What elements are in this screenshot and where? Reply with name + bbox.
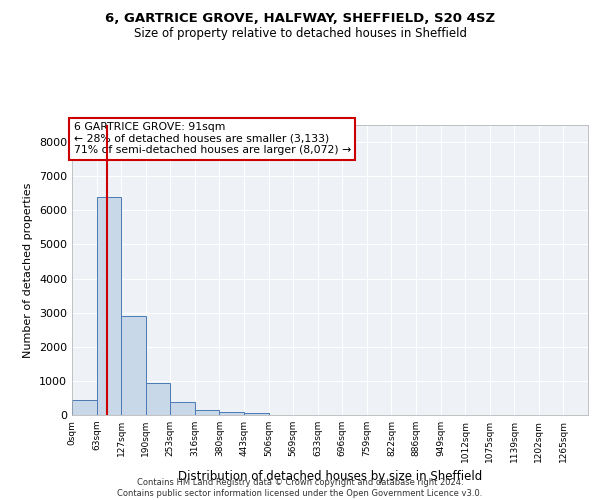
Bar [220, 412, 244, 415]
Bar [195, 410, 220, 415]
Text: 6, GARTRICE GROVE, HALFWAY, SHEFFIELD, S20 4SZ: 6, GARTRICE GROVE, HALFWAY, SHEFFIELD, S… [105, 12, 495, 26]
Y-axis label: Number of detached properties: Number of detached properties [23, 182, 34, 358]
Bar [146, 382, 170, 415]
Bar [244, 414, 269, 415]
X-axis label: Distribution of detached houses by size in Sheffield: Distribution of detached houses by size … [178, 470, 482, 484]
Text: Size of property relative to detached houses in Sheffield: Size of property relative to detached ho… [133, 28, 467, 40]
Text: Contains HM Land Registry data © Crown copyright and database right 2024.
Contai: Contains HM Land Registry data © Crown c… [118, 478, 482, 498]
Bar [170, 402, 195, 415]
Bar [97, 196, 121, 415]
Bar [72, 400, 97, 415]
Text: 6 GARTRICE GROVE: 91sqm
← 28% of detached houses are smaller (3,133)
71% of semi: 6 GARTRICE GROVE: 91sqm ← 28% of detache… [74, 122, 351, 155]
Bar [121, 316, 146, 415]
